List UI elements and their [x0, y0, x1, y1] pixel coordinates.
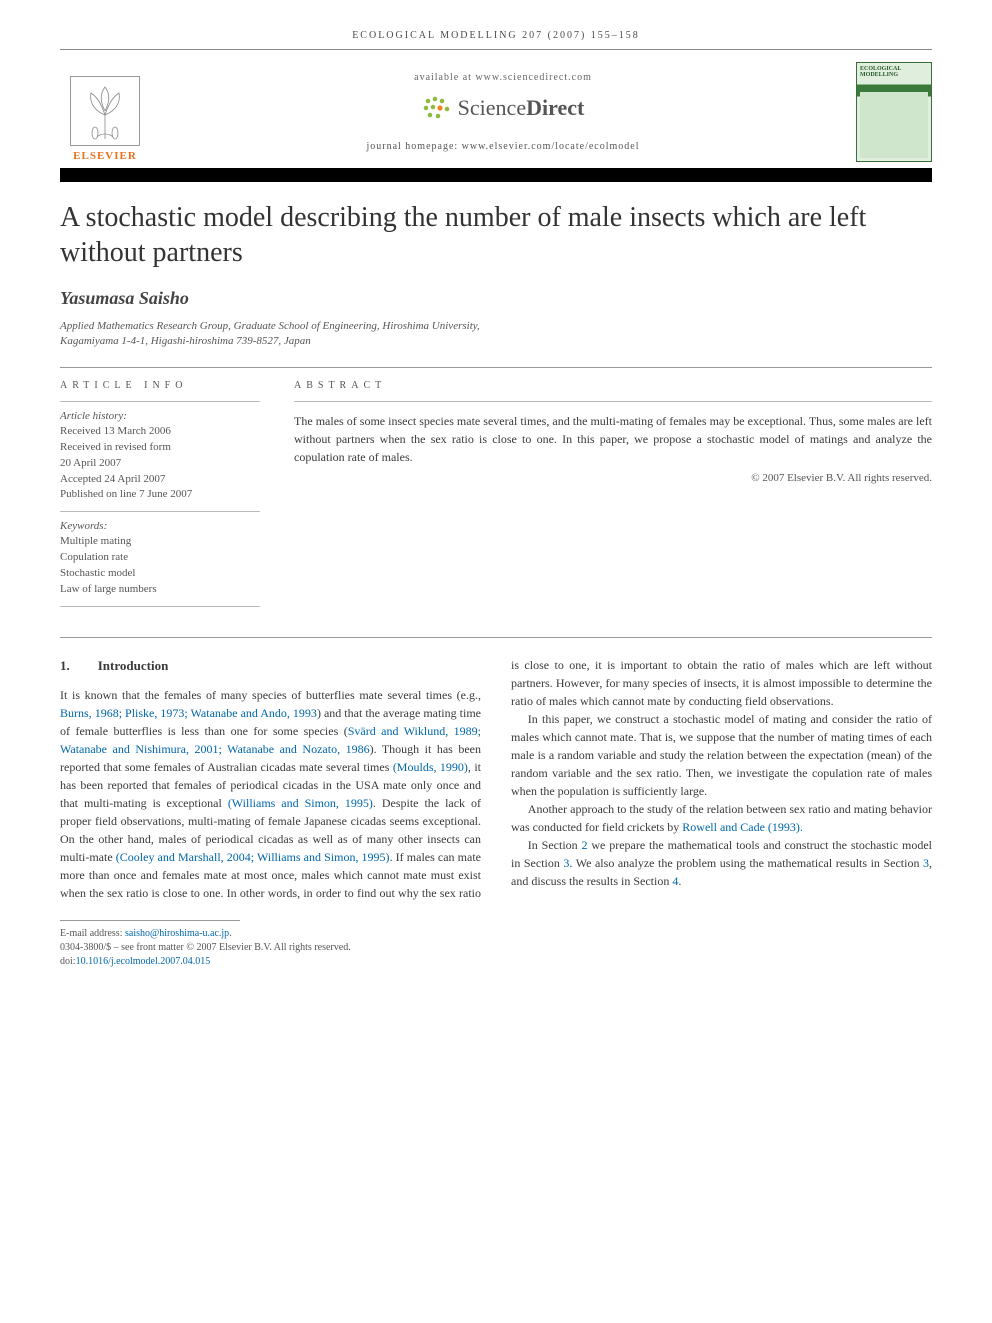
affiliation-line: Kagamiyama 1-4-1, Higashi-hiroshima 739-… [60, 334, 932, 349]
keyword: Stochastic model [60, 566, 260, 582]
available-at: available at www.sciencedirect.com [162, 72, 844, 83]
citation[interactable]: (Williams and Simon, 1995) [228, 796, 373, 810]
citation[interactable]: Burns, 1968; Pliske, 1973; Watanabe and … [60, 706, 317, 720]
abstract-copyright: © 2007 Elsevier B.V. All rights reserved… [294, 472, 932, 484]
cover-title: ECOLOGICAL MODELLING [860, 66, 928, 78]
affiliation: Applied Mathematics Research Group, Grad… [60, 319, 932, 349]
abstract-text: The males of some insect species mate se… [294, 412, 932, 466]
section-title: Introduction [98, 656, 169, 676]
article-info: ARTICLE INFO Article history: Received 1… [60, 380, 260, 615]
section-number: 1. [60, 656, 70, 676]
keyword: Copulation rate [60, 550, 260, 566]
history-line: Accepted 24 April 2007 [60, 472, 260, 488]
history-line: Received in revised form [60, 440, 260, 456]
para: In Section 2 we prepare the mathematical… [511, 836, 932, 890]
keyword: Multiple mating [60, 534, 260, 550]
header-center: available at www.sciencedirect.com Scien… [162, 72, 844, 152]
header-row: ELSEVIER available at www.sciencedirect.… [60, 62, 932, 162]
rule-top [60, 49, 932, 50]
rule-footer [60, 920, 240, 921]
sd-dots-icon [422, 95, 452, 121]
doi-link[interactable]: 10.1016/j.ecolmodel.2007.04.015 [76, 956, 211, 967]
keyword: Law of large numbers [60, 582, 260, 598]
para: In this paper, we construct a stochastic… [511, 710, 932, 800]
citation[interactable]: Rowell and Cade (1993). [682, 820, 803, 834]
elsevier-wordmark: ELSEVIER [73, 150, 137, 162]
elsevier-tree-icon [70, 76, 140, 146]
journal-cover-thumb: ECOLOGICAL MODELLING [856, 62, 932, 162]
abstract-head: ABSTRACT [294, 380, 932, 391]
footer-email-line: E-mail address: saisho@hiroshima-u.ac.jp… [60, 927, 932, 941]
section-heading: 1. Introduction [60, 656, 481, 676]
rule [60, 511, 260, 512]
rule-body-top [60, 637, 932, 638]
history-line: 20 April 2007 [60, 456, 260, 472]
author-name: Yasumasa Saisho [60, 288, 932, 309]
black-bar [60, 168, 932, 182]
article-title: A stochastic model describing the number… [60, 200, 932, 270]
history-line: Published on line 7 June 2007 [60, 487, 260, 503]
affiliation-line: Applied Mathematics Research Group, Grad… [60, 319, 932, 334]
footer-front-matter: 0304-3800/$ – see front matter © 2007 El… [60, 941, 932, 955]
rule [294, 401, 932, 402]
history-label: Article history: [60, 410, 260, 422]
cover-image-icon [860, 92, 928, 158]
abstract-block: ABSTRACT The males of some insect specie… [294, 380, 932, 615]
citation[interactable]: (Cooley and Marshall, 2004; Williams and… [116, 850, 390, 864]
footer: E-mail address: saisho@hiroshima-u.ac.jp… [60, 927, 932, 969]
email-link[interactable]: saisho@hiroshima-u.ac.jp [125, 928, 229, 939]
rule [60, 606, 260, 607]
footer-doi-line: doi:10.1016/j.ecolmodel.2007.04.015 [60, 955, 932, 969]
para: Another approach to the study of the rel… [511, 800, 932, 836]
elsevier-logo: ELSEVIER [60, 62, 150, 162]
citation[interactable]: (Moulds, 1990) [393, 760, 468, 774]
sciencedirect-logo: ScienceDirect [422, 95, 585, 121]
rule [60, 401, 260, 402]
body-columns: 1. Introduction It is known that the fem… [60, 656, 932, 902]
sd-wordmark: ScienceDirect [458, 95, 585, 121]
rule-meta-top [60, 367, 932, 368]
article-info-head: ARTICLE INFO [60, 380, 260, 391]
journal-homepage: journal homepage: www.elsevier.com/locat… [162, 141, 844, 152]
keywords-label: Keywords: [60, 520, 260, 532]
meta-grid: ARTICLE INFO Article history: Received 1… [60, 380, 932, 615]
running-head: ECOLOGICAL MODELLING 207 (2007) 155–158 [60, 30, 932, 41]
history-line: Received 13 March 2006 [60, 424, 260, 440]
